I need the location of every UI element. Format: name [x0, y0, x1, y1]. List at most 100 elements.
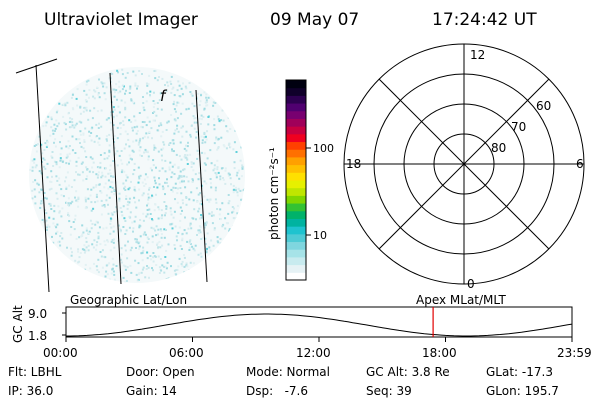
image-speckle: [45, 212, 48, 215]
image-speckle: [149, 255, 152, 257]
image-speckle: [115, 206, 118, 209]
image-speckle: [83, 139, 86, 142]
image-speckle: [52, 165, 55, 167]
image-speckle: [118, 85, 121, 88]
image-speckle: [79, 112, 82, 115]
image-speckle: [236, 194, 239, 197]
image-speckle: [133, 126, 136, 129]
image-speckle: [48, 216, 51, 219]
image-speckle: [113, 273, 116, 276]
image-speckle: [111, 186, 114, 189]
image-speckle: [218, 213, 221, 216]
image-speckle: [68, 162, 70, 165]
image-speckle: [136, 130, 139, 132]
image-speckle: [213, 118, 216, 121]
image-speckle: [97, 258, 100, 261]
image-speckle: [140, 252, 143, 255]
image-speckle: [116, 126, 119, 129]
image-speckle: [44, 142, 47, 145]
timeline-xtick-label: 18:00: [422, 346, 457, 360]
image-speckle: [55, 161, 58, 164]
image-speckle: [99, 161, 102, 164]
image-speckle: [131, 126, 134, 129]
image-speckle: [142, 246, 145, 249]
image-speckle: [77, 261, 80, 264]
image-speckle: [192, 247, 195, 250]
image-speckle: [148, 217, 151, 220]
image-speckle: [166, 121, 169, 124]
image-speckle: [164, 256, 167, 258]
image-speckle: [120, 258, 123, 261]
image-speckle: [84, 263, 87, 266]
image-speckle: [221, 225, 224, 228]
image-speckle: [110, 128, 113, 131]
image-speckle: [98, 137, 101, 140]
colorbar-frame: [285, 79, 307, 281]
image-speckle: [79, 130, 82, 133]
image-speckle: [112, 106, 115, 109]
image-speckle: [68, 126, 71, 129]
image-speckle: [132, 140, 135, 143]
image-speckle: [67, 140, 70, 143]
image-speckle: [173, 173, 176, 175]
image-speckle: [128, 197, 131, 200]
image-speckle: [120, 99, 123, 102]
image-speckle: [231, 211, 234, 214]
image-speckle: [197, 253, 200, 256]
image-speckle: [238, 177, 241, 180]
image-speckle: [230, 183, 232, 186]
image-speckle: [51, 235, 53, 238]
image-speckle: [166, 261, 169, 264]
image-speckle: [95, 265, 98, 268]
image-speckle: [115, 114, 118, 117]
image-speckle: [67, 197, 70, 200]
image-speckle: [229, 177, 232, 180]
image-speckle: [157, 246, 160, 249]
image-speckle: [91, 243, 94, 246]
image-speckle: [57, 241, 60, 244]
image-speckle: [145, 132, 148, 135]
image-speckle: [122, 205, 125, 208]
colorbar-segment: [286, 87, 306, 96]
image-speckle: [101, 266, 104, 269]
image-speckle: [146, 176, 149, 179]
image-speckle: [69, 159, 72, 162]
image-speckle: [50, 126, 53, 129]
image-speckle: [153, 148, 156, 151]
image-speckle: [160, 148, 163, 151]
lat-label-70: 70: [511, 120, 526, 134]
image-speckle: [160, 236, 163, 239]
colorbar-gradient: [286, 80, 306, 281]
image-speckle: [55, 119, 58, 122]
image-speckle: [54, 130, 56, 132]
image-speckle: [243, 188, 245, 191]
image-speckle: [208, 200, 211, 203]
image-speckle: [129, 87, 132, 90]
image-speckle: [109, 185, 112, 188]
image-speckle: [59, 157, 62, 160]
image-speckle: [190, 163, 193, 166]
image-speckle: [112, 263, 115, 266]
image-speckle: [200, 238, 203, 240]
image-speckle: [75, 199, 78, 202]
image-speckle: [181, 135, 184, 138]
image-speckle: [131, 221, 134, 224]
image-speckle: [203, 226, 206, 229]
image-speckle: [233, 161, 236, 164]
colorbar-segment: [286, 180, 306, 189]
image-speckle: [80, 162, 83, 165]
image-speckle: [148, 186, 151, 189]
image-speckle: [179, 213, 182, 215]
image-speckle: [101, 204, 104, 207]
image-speckle: [123, 170, 126, 173]
image-speckle: [216, 168, 219, 171]
image-speckle: [206, 130, 208, 133]
image-speckle: [133, 169, 136, 171]
image-speckle: [146, 236, 149, 239]
image-speckle: [75, 122, 78, 125]
image-speckle: [99, 154, 102, 156]
image-speckle: [234, 129, 237, 132]
image-speckle: [36, 182, 39, 185]
image-speckle: [87, 249, 90, 252]
image-speckle: [87, 244, 90, 247]
